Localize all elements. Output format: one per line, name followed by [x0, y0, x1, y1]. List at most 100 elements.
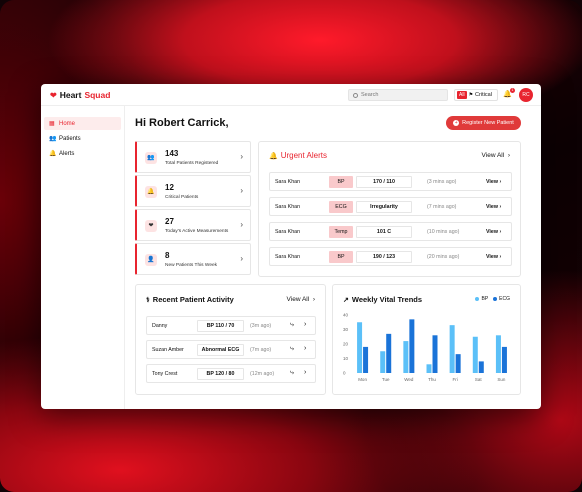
alert-row: Sara Khan BP 190 / 123 (20 mins ago) Vie…	[269, 247, 512, 266]
alert-time: (20 mins ago)	[427, 254, 460, 260]
chevron-right-icon: ›	[240, 220, 243, 229]
brand-logo[interactable]: ❤ Heart Squad	[50, 90, 110, 100]
chevron-right-icon[interactable]: ›	[304, 345, 307, 352]
activity-time: (7m ago)	[250, 347, 272, 353]
plus-icon: +	[453, 120, 460, 126]
alert-view-button[interactable]: View ›	[486, 179, 502, 185]
y-tick-label: 0	[343, 371, 346, 376]
alert-view-button[interactable]: View ›	[486, 254, 502, 260]
bar-bp-sat[interactable]	[472, 336, 478, 373]
sidebar-item-alerts[interactable]: 🔔 Alerts	[44, 147, 121, 160]
activity-patient-name: Suzan Amber	[152, 347, 184, 353]
bar-ecg-wed[interactable]	[409, 319, 415, 373]
stat-value: 143	[165, 149, 179, 158]
critical-filter[interactable]: All ⚑ Critical	[454, 89, 498, 101]
stat-card-critical-patients[interactable]: 🔔 12 Critical Patients ›	[135, 175, 251, 207]
sidebar-item-label: Patients	[59, 135, 81, 142]
recent-activity-view-all[interactable]: View All ›	[287, 296, 315, 303]
alert-patient-name: Sara Khan	[275, 179, 301, 185]
sidebar-item-patients[interactable]: 👥 Patients	[44, 132, 121, 145]
stat-label: Today's Active Measurements	[165, 229, 229, 234]
share-icon[interactable]: ⤷	[290, 321, 294, 328]
alert-view-label: View	[486, 229, 498, 235]
top-bar: ❤ Heart Squad All ⚑ Critical 🔔 1 RC	[41, 84, 541, 106]
alert-patient-name: Sara Khan	[275, 254, 301, 260]
brand-name-part2: Squad	[84, 90, 111, 100]
sidebar-item-home[interactable]: ▦ Home	[44, 117, 121, 130]
bar-ecg-thu[interactable]	[432, 335, 438, 373]
alert-type-badge: BP	[329, 176, 353, 188]
y-tick-label: 40	[343, 313, 349, 318]
users-icon: 👥	[49, 135, 57, 142]
activity-value: BP 120 / 80	[197, 368, 244, 380]
chevron-right-icon: ›	[506, 152, 510, 159]
user-add-icon: 👤	[145, 254, 157, 266]
activity-row[interactable]: Danny BP 110 / 70 (3m ago) ⤷ ›	[146, 316, 316, 335]
search-input[interactable]	[361, 92, 441, 98]
x-tick-label: Mon	[358, 377, 367, 382]
bar-ecg-tue[interactable]	[386, 333, 392, 373]
filter-label: Critical	[475, 92, 492, 98]
bar-bp-wed[interactable]	[403, 341, 409, 373]
bell-icon: 🔔	[49, 150, 57, 157]
y-tick-label: 10	[343, 356, 349, 361]
bar-ecg-sat[interactable]	[478, 361, 484, 373]
grid-icon: ▦	[49, 120, 55, 127]
stethoscope-icon: ⚕	[146, 296, 150, 304]
bar-ecg-fri[interactable]	[455, 354, 461, 373]
bar-bp-thu[interactable]	[426, 364, 432, 373]
stats-panel: 👥 143 Total Patients Registered › 🔔 12 C…	[135, 141, 251, 277]
chevron-right-icon[interactable]: ›	[304, 321, 307, 328]
urgent-alerts-view-all[interactable]: View All ›	[482, 152, 510, 159]
chevron-right-icon[interactable]: ›	[304, 369, 307, 376]
share-icon[interactable]: ⤷	[290, 345, 294, 352]
alert-view-button[interactable]: View ›	[486, 229, 502, 235]
urgent-alerts-title: 🔔 Urgent Alerts	[269, 151, 327, 160]
brand-name-part1: Heart	[59, 90, 82, 100]
alert-view-button[interactable]: View ›	[486, 204, 502, 210]
view-all-label: View All	[481, 152, 505, 159]
chevron-right-icon: ›	[311, 296, 315, 303]
y-tick-label: 20	[343, 342, 349, 347]
bar-ecg-mon[interactable]	[363, 346, 369, 373]
bar-bp-fri[interactable]	[449, 325, 455, 373]
notifications-button[interactable]: 🔔 1	[503, 88, 515, 100]
bell-icon: 🔔	[145, 186, 157, 198]
search-box[interactable]	[348, 89, 448, 101]
heart-logo-icon: ❤	[50, 90, 57, 100]
bar-ecg-sun[interactable]	[501, 346, 507, 373]
alert-view-label: View	[486, 179, 498, 185]
alert-type-badge: Temp	[329, 226, 353, 238]
notification-count: 1	[510, 88, 515, 93]
stat-card-new-patients[interactable]: 👤 8 New Patients This Week ›	[135, 243, 251, 275]
page-title: Hi Robert Carrick,	[135, 117, 229, 129]
bar-bp-sun[interactable]	[495, 335, 501, 373]
alert-patient-name: Sara Khan	[275, 204, 301, 210]
sidebar-item-label: Home	[59, 120, 76, 127]
activity-row[interactable]: Suzan Amber Abnormal ECG (7m ago) ⤷ ›	[146, 340, 316, 359]
legend-item-ecg: ECG	[493, 296, 510, 302]
urgent-alerts-panel: 🔔 Urgent Alerts View All › Sara Khan BP …	[258, 141, 521, 277]
share-icon[interactable]: ⤷	[290, 369, 294, 376]
legend-label: BP	[481, 296, 489, 302]
bar-bp-mon[interactable]	[357, 322, 363, 373]
users-icon: 👥	[145, 152, 157, 164]
alert-value: Irregularity	[356, 201, 412, 213]
activity-row[interactable]: Tony Crest BP 120 / 80 (12m ago) ⤷ ›	[146, 364, 316, 383]
app-window: ❤ Heart Squad All ⚑ Critical 🔔 1 RC ▦ Ho…	[41, 84, 541, 409]
avatar[interactable]: RC	[519, 88, 533, 102]
activity-patient-name: Tony Crest	[152, 371, 178, 377]
stat-card-active-measurements[interactable]: ❤ 27 Today's Active Measurements ›	[135, 209, 251, 241]
register-patient-button[interactable]: + Register New Patient	[446, 116, 521, 130]
alert-value: 170 / 110	[356, 176, 412, 188]
chevron-right-icon: ›	[240, 186, 243, 195]
filter-all-badge[interactable]: All	[457, 91, 467, 99]
x-tick-label: Thu	[428, 377, 436, 382]
activity-value: Abnormal ECG	[197, 344, 244, 356]
bar-bp-tue[interactable]	[380, 351, 386, 373]
view-all-label: View All	[286, 296, 310, 303]
stat-card-total-patients[interactable]: 👥 143 Total Patients Registered ›	[135, 141, 251, 173]
alert-type-badge: ECG	[329, 201, 353, 213]
activity-time: (12m ago)	[250, 371, 275, 377]
stat-value: 12	[165, 183, 174, 192]
